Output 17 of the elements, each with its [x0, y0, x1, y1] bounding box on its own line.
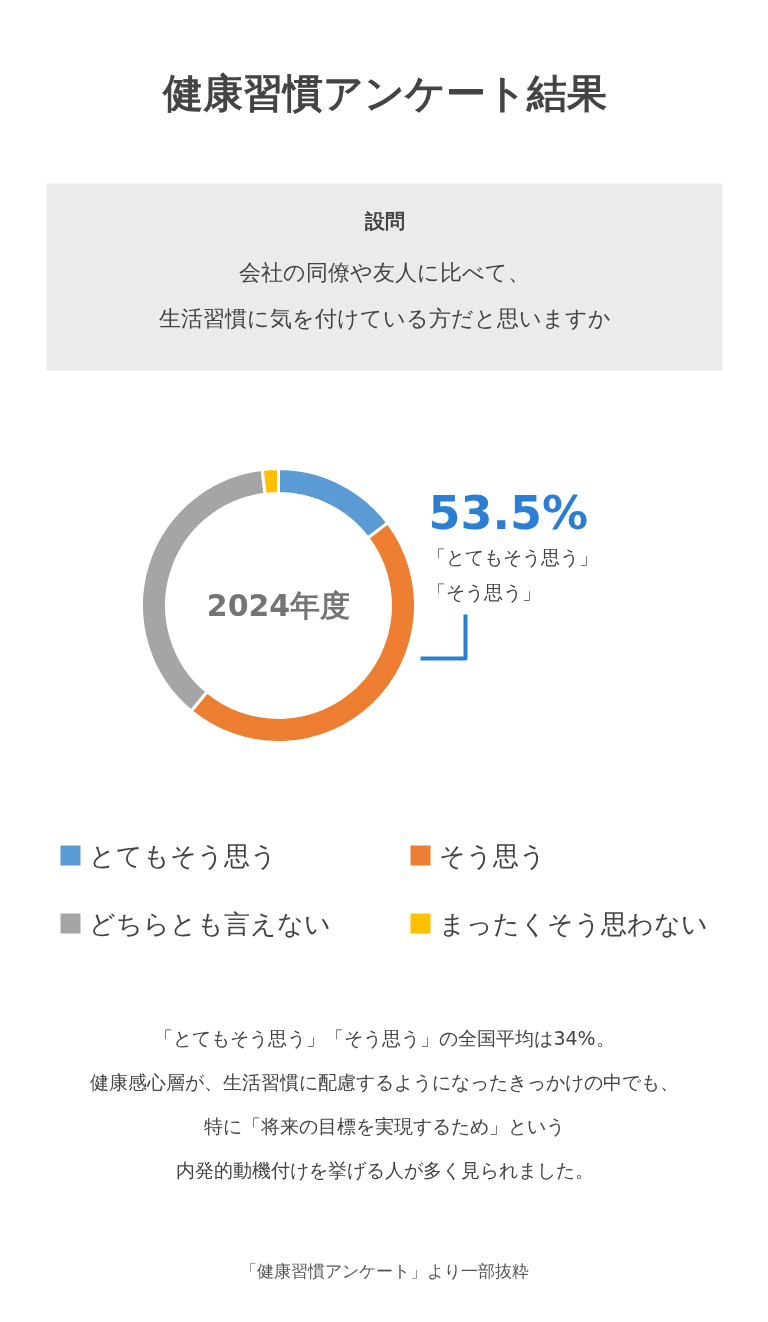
text: 2024年度 [206, 588, 351, 623]
legend-label: どちらとも言えない [88, 908, 331, 939]
text: 「とてもそう思う」「そう思う」の全国平均は34%。 [154, 1026, 615, 1049]
text: 「健康習慣アンケート」より一部抜粋 [240, 1260, 529, 1281]
text: 特に「将来の目標を実現するため」という [204, 1114, 565, 1137]
text: 内発的動機付けを挙げる人が多く見られました。 [175, 1158, 594, 1181]
chart-title: 健康習慣アンケート結果 [160, 69, 607, 116]
text: 生活習慣に気を付けている方だと思いますか [158, 306, 611, 331]
legend-label: とてもそう思う [88, 840, 277, 871]
text: 健康感心層が、生活習慣に配慮するようになったきっかけの中でも、 [90, 1070, 679, 1093]
legend-label: そう思う [438, 840, 546, 871]
chart-subtitle: 設問 [363, 208, 405, 233]
text: 「とてもそう思う」 [426, 545, 598, 568]
text: 会社の同僚や友人に比べて、 [239, 260, 530, 285]
text: 「そう思う」 [426, 580, 541, 603]
legend-label: まったくそう思わない [438, 908, 708, 939]
text: 53.5% [428, 485, 589, 540]
